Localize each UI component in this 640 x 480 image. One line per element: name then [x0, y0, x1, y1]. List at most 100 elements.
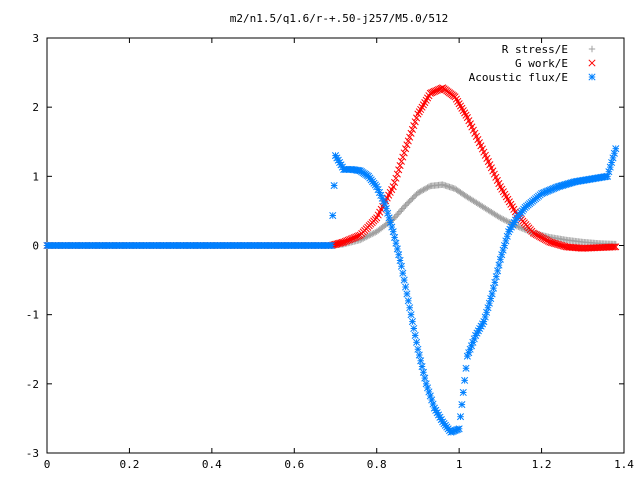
data-point: [421, 374, 429, 382]
x-tick-label: 0.4: [202, 458, 222, 471]
data-point: [404, 137, 412, 145]
data-point: [410, 193, 418, 201]
data-point: [406, 304, 414, 312]
data-point: [391, 214, 398, 221]
data-point: [408, 125, 416, 134]
data-point: [381, 200, 389, 208]
data-point: [396, 162, 404, 170]
data-point: [391, 233, 399, 241]
x-tick-label: 0.8: [367, 458, 387, 471]
y-tick-label: -3: [26, 447, 39, 460]
data-point: [391, 178, 399, 187]
data-point: [491, 278, 499, 286]
data-point: [403, 200, 411, 208]
data-point: [414, 189, 422, 197]
data-point: [461, 376, 469, 384]
legend-marker: [588, 59, 596, 67]
data-point: [495, 261, 503, 269]
data-point: [407, 196, 415, 204]
data-point: [422, 185, 430, 192]
data-point: [395, 166, 403, 174]
data-point: [609, 154, 617, 162]
data-point: [603, 172, 612, 180]
data-point: [417, 357, 425, 365]
data-point: [424, 184, 431, 191]
data-point: [406, 198, 413, 205]
legend-label: G work/E: [515, 57, 568, 70]
data-point: [396, 256, 404, 265]
data-point: [612, 243, 620, 251]
data-point: [411, 192, 419, 199]
data-point: [402, 283, 410, 291]
data-point: [413, 114, 421, 122]
data-point: [483, 308, 491, 316]
data-point: [395, 251, 403, 259]
data-point: [420, 186, 427, 194]
x-tick-label: 0: [44, 458, 51, 471]
data-point: [399, 205, 407, 212]
data-point: [610, 243, 618, 251]
data-point: [485, 299, 493, 307]
data-point: [389, 183, 397, 191]
data-point: [398, 206, 405, 214]
data-point: [367, 231, 374, 238]
legend-label: R stress/E: [502, 43, 568, 56]
data-point: [400, 276, 408, 284]
data-point: [417, 188, 424, 195]
data-point: [498, 215, 506, 222]
legend-marker: [588, 73, 596, 81]
series-cross: [43, 84, 620, 252]
data-point: [481, 313, 489, 321]
data-point: [406, 133, 414, 141]
y-tick-label: -2: [26, 378, 39, 391]
data-point: [402, 202, 409, 209]
data-point: [397, 262, 405, 270]
data-point: [480, 318, 488, 326]
x-tick-label: 1: [456, 458, 463, 471]
data-point: [392, 174, 400, 182]
data-point: [415, 351, 423, 359]
data-point: [408, 318, 416, 326]
data-point: [395, 209, 402, 217]
x-tick-label: 0.6: [284, 458, 304, 471]
data-point: [503, 232, 511, 240]
data-point: [399, 269, 407, 277]
y-tick-label: 3: [32, 32, 39, 45]
data-point: [327, 241, 335, 250]
x-tick-label: 1.2: [532, 458, 552, 471]
data-point: [392, 212, 400, 220]
axes-layer: 0 0.2 0.4 0.6 0.8 1 1.2 1.4 3 2 1 0 -1 -2 -3: [26, 32, 635, 471]
data-point: [416, 188, 423, 196]
data-point: [369, 230, 376, 238]
data-point: [385, 214, 393, 222]
chart-title: m2/n1.5/q1.6/r-+.50-j257/M5.0/512: [230, 12, 449, 25]
data-point: [400, 203, 408, 211]
data-point: [413, 338, 421, 346]
data-point: [459, 388, 467, 397]
data-point: [409, 195, 416, 202]
data-point: [382, 205, 390, 213]
data-point: [336, 239, 344, 247]
data-point: [419, 368, 427, 376]
y-tick-label: -1: [26, 309, 39, 322]
data-point: [484, 304, 492, 312]
data-point: [418, 187, 426, 194]
y-tick-label: 1: [32, 170, 39, 183]
legend-marker: [588, 45, 596, 53]
data-point: [455, 425, 463, 433]
data-point: [330, 182, 338, 190]
series-star: [43, 145, 620, 436]
y-tick-label: 0: [32, 240, 39, 253]
data-point: [399, 153, 407, 161]
data-point: [487, 294, 495, 303]
data-point: [392, 239, 400, 247]
data-point: [403, 141, 411, 149]
data-point: [410, 324, 418, 333]
y-tick-label: 2: [32, 101, 39, 114]
data-point: [396, 208, 404, 215]
data-point: [393, 170, 401, 178]
data-point: [329, 211, 337, 220]
